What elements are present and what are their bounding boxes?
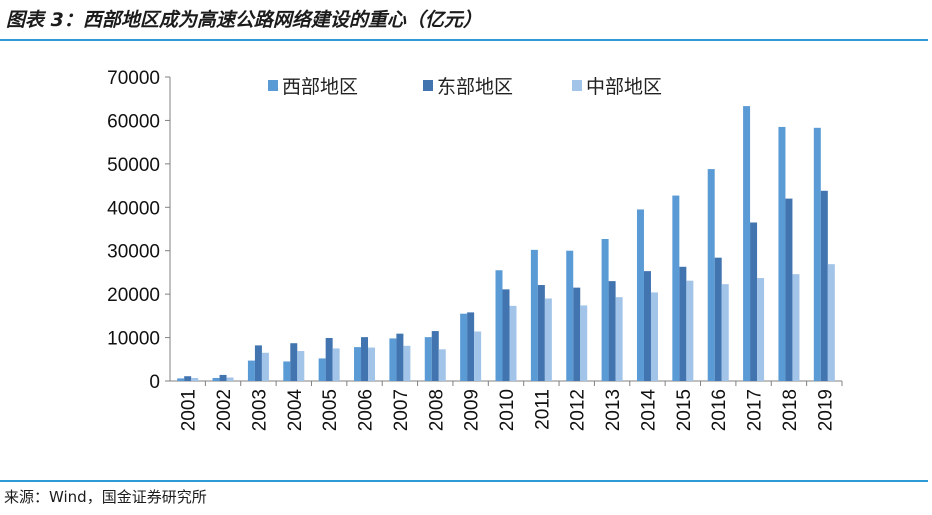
bar-2005-1 (325, 338, 333, 381)
y-tick-label: 20000 (107, 285, 160, 306)
bar-2006-0 (354, 347, 362, 381)
bar-2012-0 (566, 250, 574, 381)
bar-2014-2 (650, 292, 658, 381)
y-tick-label: 0 (149, 372, 160, 393)
x-tick-label: 2018 (780, 389, 801, 431)
legend-swatch-0 (268, 80, 278, 91)
bar-2016-1 (714, 257, 722, 381)
bar-2005-0 (318, 358, 326, 381)
bar-2019-2 (827, 264, 835, 381)
bar-2018-2 (792, 274, 800, 381)
bar-2016-0 (707, 169, 715, 381)
bar-2002-2 (226, 377, 234, 381)
bar-2004-0 (283, 361, 291, 381)
bar-2010-0 (495, 270, 503, 381)
x-tick-label: 2019 (815, 389, 836, 431)
bar-2002-0 (212, 377, 220, 381)
bar-2016-2 (721, 284, 729, 381)
bar-2017-0 (743, 106, 751, 382)
x-tick-label: 2017 (745, 389, 766, 431)
bar-2018-1 (785, 198, 793, 381)
bar-2013-2 (615, 297, 623, 381)
bar-2017-1 (750, 222, 758, 381)
bar-2011-1 (537, 285, 545, 381)
y-tick-label: 10000 (107, 329, 160, 350)
bar-2009-2 (474, 331, 482, 381)
source-note: 来源：Wind，国金证券研究所 (4, 488, 207, 506)
bar-2015-2 (686, 280, 694, 381)
x-tick-label: 2004 (285, 389, 306, 432)
x-tick-label: 2008 (426, 389, 447, 431)
bar-2003-1 (254, 345, 262, 381)
bar-2008-1 (431, 331, 439, 381)
x-tick-label: 2009 (462, 389, 483, 431)
bar-2001-0 (177, 378, 185, 381)
legend-label-0: 西部地区 (282, 76, 358, 98)
bar-2004-2 (297, 351, 305, 381)
bar-2012-1 (573, 287, 581, 381)
bar-2006-1 (361, 337, 369, 381)
bar-2010-1 (502, 289, 510, 381)
legend-swatch-2 (572, 80, 582, 91)
bar-2015-0 (672, 195, 680, 381)
bar-2001-2 (191, 377, 199, 381)
bar-2007-0 (389, 338, 397, 381)
y-tick-label: 40000 (107, 198, 160, 219)
bar-2005-2 (332, 348, 340, 381)
bar-2009-1 (467, 312, 475, 381)
legend-label-1: 东部地区 (437, 76, 513, 98)
bar-2009-0 (460, 313, 468, 381)
bar-2018-0 (778, 126, 786, 381)
bar-2008-2 (438, 349, 446, 381)
x-tick-label: 2002 (214, 389, 235, 431)
bar-2007-1 (396, 333, 404, 381)
bar-2011-0 (530, 249, 538, 381)
bar-2012-2 (580, 305, 588, 381)
bar-2019-0 (813, 127, 821, 381)
bar-2010-2 (509, 305, 517, 381)
bar-2015-1 (679, 266, 687, 381)
x-tick-label: 2006 (356, 389, 377, 431)
bar-2007-2 (403, 345, 411, 381)
bar-2013-0 (601, 238, 609, 381)
legend-swatch-1 (423, 80, 433, 91)
bar-2003-0 (247, 360, 255, 381)
chart-title: 图表 3：西部地区成为高速公路网络建设的重心（亿元） (6, 9, 482, 31)
bar-2019-1 (820, 190, 828, 381)
y-tick-label: 70000 (107, 68, 160, 89)
legend-label-2: 中部地区 (586, 76, 662, 98)
bar-2011-2 (544, 298, 552, 381)
x-tick-label: 2007 (391, 389, 412, 431)
x-tick-label: 2001 (179, 389, 200, 431)
x-tick-label: 2012 (568, 389, 589, 431)
y-tick-label: 30000 (107, 242, 160, 263)
bar-2008-0 (424, 337, 432, 381)
x-tick-label: 2011 (532, 389, 553, 430)
y-tick-label: 60000 (107, 111, 160, 132)
bar-chart: 0 10000 20000 30000 40000 50000 60000 70000 2001… (107, 68, 843, 432)
bar-2003-2 (261, 352, 269, 381)
top-divider (0, 39, 928, 41)
x-tick-label: 2015 (674, 389, 695, 431)
x-tick-label: 2013 (603, 389, 624, 431)
bar-2013-1 (608, 281, 616, 381)
bar-2004-1 (290, 343, 298, 381)
bar-2006-2 (368, 347, 376, 381)
bar-2014-0 (636, 209, 644, 381)
y-tick-label: 50000 (107, 155, 160, 176)
bar-2002-1 (219, 374, 227, 381)
x-tick-label: 2003 (249, 389, 270, 431)
bottom-divider (0, 480, 928, 482)
x-tick-label: 2005 (320, 389, 341, 431)
bar-2014-1 (643, 271, 651, 381)
bar-2017-2 (757, 278, 765, 381)
bar-2001-1 (184, 376, 192, 381)
x-tick-label: 2014 (638, 389, 659, 432)
x-tick-label: 2016 (709, 389, 730, 431)
x-tick-label: 2010 (497, 389, 518, 431)
